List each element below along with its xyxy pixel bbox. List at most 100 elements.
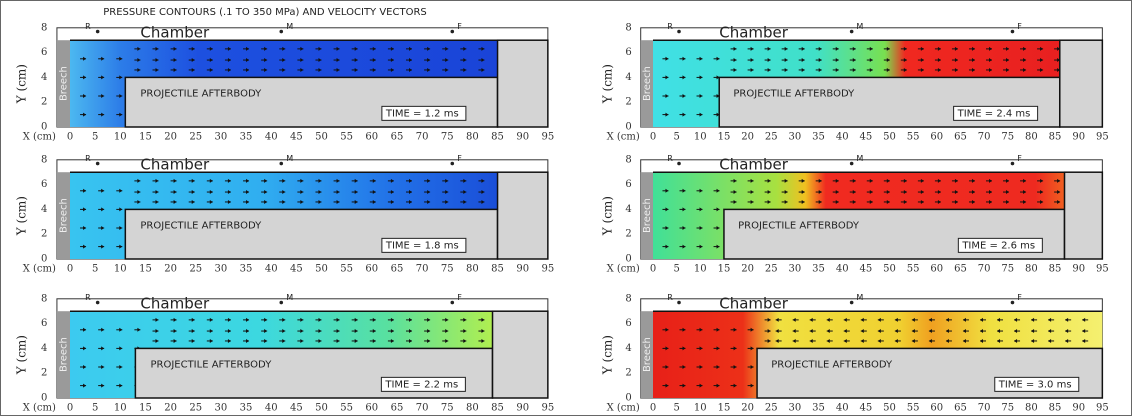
point-marker bbox=[279, 300, 284, 305]
velocity-head bbox=[427, 329, 431, 334]
velocity-head bbox=[775, 338, 779, 343]
velocity-head bbox=[886, 190, 890, 195]
velocity-head bbox=[869, 67, 873, 72]
velocity-head bbox=[246, 317, 250, 322]
velocity-head bbox=[809, 338, 813, 343]
velocity-head bbox=[954, 178, 958, 183]
velocity-head bbox=[784, 190, 788, 195]
velocity-head bbox=[682, 327, 686, 332]
x-tick-label: 50 bbox=[315, 132, 328, 143]
velocity-head bbox=[784, 67, 788, 72]
velocity-head bbox=[920, 67, 924, 72]
velocity-head bbox=[336, 46, 340, 51]
velocity-head bbox=[227, 178, 231, 183]
velocity-head bbox=[792, 329, 796, 334]
barrel-end bbox=[496, 39, 549, 128]
velocity-head bbox=[101, 112, 105, 117]
velocity-head bbox=[733, 178, 737, 183]
x-tick-label: 85 bbox=[491, 132, 504, 143]
velocity-head bbox=[83, 207, 87, 212]
x-tick-label: 90 bbox=[1072, 403, 1085, 414]
velocity-head bbox=[750, 190, 754, 195]
velocity-head bbox=[903, 58, 907, 63]
velocity-head bbox=[971, 190, 975, 195]
velocity-head bbox=[869, 178, 873, 183]
velocity-head bbox=[1040, 58, 1044, 63]
velocity-head bbox=[750, 346, 754, 351]
velocity-head bbox=[119, 346, 123, 351]
velocity-head bbox=[1023, 199, 1027, 204]
velocity-head bbox=[1006, 190, 1010, 195]
time-label: TIME = 2.2 ms bbox=[384, 379, 458, 390]
velocity-head bbox=[137, 190, 141, 195]
velocity-head bbox=[227, 46, 231, 51]
x-tick-label: 80 bbox=[1025, 403, 1038, 414]
afterbody-label: PROJECTILE AFTERBODY bbox=[738, 221, 860, 232]
velocity-head bbox=[682, 112, 686, 117]
velocity-head bbox=[1057, 58, 1061, 63]
velocity-head bbox=[445, 329, 449, 334]
velocity-head bbox=[463, 338, 467, 343]
velocity-head bbox=[372, 58, 376, 63]
velocity-head bbox=[920, 46, 924, 51]
velocity-head bbox=[945, 329, 949, 334]
velocity-head bbox=[173, 329, 177, 334]
x-tick-label: 90 bbox=[1072, 132, 1085, 143]
velocity-head bbox=[682, 188, 686, 193]
velocity-head bbox=[101, 207, 105, 212]
velocity-head bbox=[390, 329, 394, 334]
x-tick-label: 10 bbox=[114, 264, 127, 275]
velocity-head bbox=[282, 317, 286, 322]
velocity-head bbox=[877, 338, 881, 343]
velocity-head bbox=[481, 46, 485, 51]
x-tick-label: 5 bbox=[92, 403, 98, 414]
velocity-head bbox=[445, 67, 449, 72]
y-tick-label: 0 bbox=[41, 122, 47, 133]
velocity-head bbox=[1065, 317, 1069, 322]
point-label: R bbox=[667, 22, 673, 31]
x-tick-label: 10 bbox=[114, 132, 127, 143]
velocity-head bbox=[682, 75, 686, 80]
velocity-head bbox=[877, 317, 881, 322]
velocity-head bbox=[191, 199, 195, 204]
velocity-head bbox=[716, 346, 720, 351]
velocity-head bbox=[988, 199, 992, 204]
x-tick-label: 5 bbox=[92, 264, 98, 275]
velocity-head bbox=[997, 329, 1001, 334]
x-tick-label: 55 bbox=[340, 403, 353, 414]
velocity-head bbox=[209, 329, 213, 334]
x-tick-label: 35 bbox=[240, 403, 253, 414]
point-marker bbox=[279, 161, 284, 166]
velocity-head bbox=[155, 178, 159, 183]
x-tick-label: 35 bbox=[240, 264, 253, 275]
velocity-head bbox=[954, 58, 958, 63]
point-label: M bbox=[856, 293, 863, 302]
y-tick-label: 2 bbox=[625, 368, 631, 379]
velocity-head bbox=[173, 317, 177, 322]
velocity-head bbox=[997, 338, 1001, 343]
velocity-head bbox=[911, 329, 915, 334]
velocity-head bbox=[336, 67, 340, 72]
x-tick-label: 30 bbox=[215, 264, 228, 275]
velocity-head bbox=[988, 190, 992, 195]
velocity-head bbox=[665, 244, 669, 249]
velocity-head bbox=[1023, 178, 1027, 183]
velocity-head bbox=[246, 178, 250, 183]
x-tick-label: 75 bbox=[1001, 132, 1014, 143]
velocity-head bbox=[962, 329, 966, 334]
y-tick-label: 0 bbox=[625, 122, 631, 133]
velocity-head bbox=[372, 199, 376, 204]
velocity-head bbox=[860, 338, 864, 343]
velocity-head bbox=[997, 317, 1001, 322]
y-tick-label: 8 bbox=[41, 293, 47, 304]
breech-label: Breech bbox=[642, 66, 653, 101]
velocity-head bbox=[318, 190, 322, 195]
velocity-head bbox=[1065, 338, 1069, 343]
velocity-head bbox=[227, 329, 231, 334]
x-tick-label: 20 bbox=[741, 264, 754, 275]
velocity-head bbox=[173, 178, 177, 183]
velocity-head bbox=[427, 199, 431, 204]
velocity-head bbox=[826, 329, 830, 334]
x-tick-label: 30 bbox=[789, 403, 802, 414]
velocity-head bbox=[83, 327, 87, 332]
